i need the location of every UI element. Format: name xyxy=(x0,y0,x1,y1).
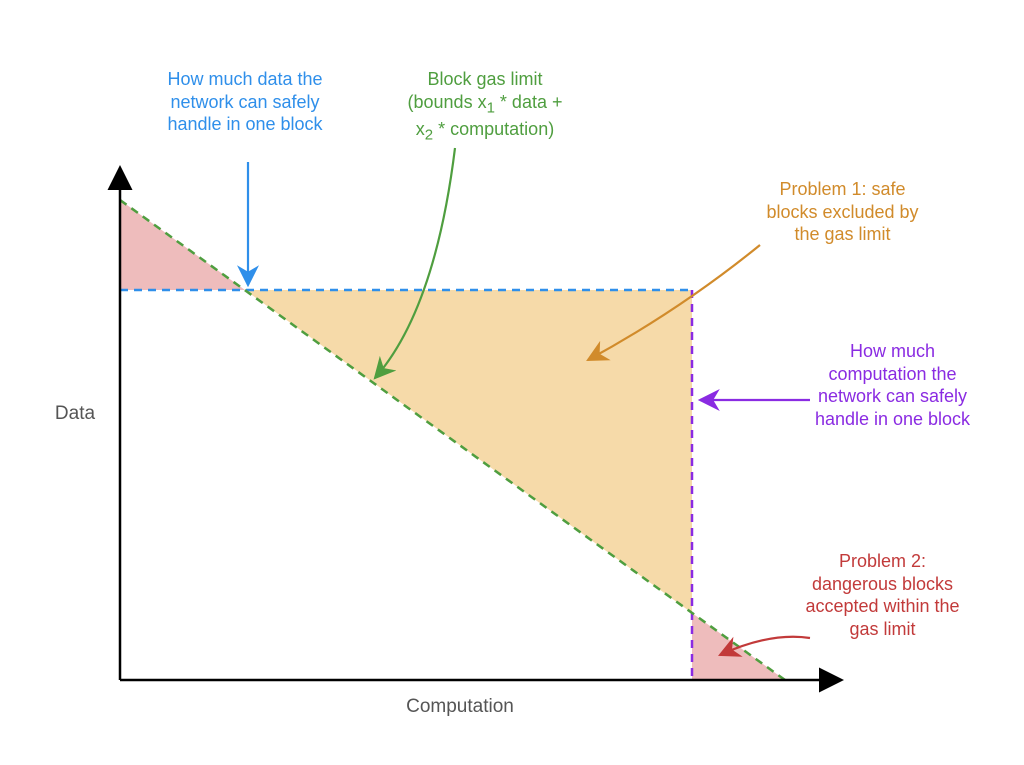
label-orange: Problem 1: safe blocks excluded by the g… xyxy=(760,178,925,246)
x-axis-label: Computation xyxy=(400,695,520,719)
label-blue: How much data the network can safely han… xyxy=(150,68,340,136)
label-green-sub1: 1 xyxy=(487,99,495,116)
label-green-line1: Block gas limit xyxy=(427,69,542,89)
label-green: Block gas limit (bounds x1 * data + x2 *… xyxy=(380,68,590,145)
y-axis-label: Data xyxy=(45,402,105,426)
label-purple: How much computation the network can saf… xyxy=(810,340,975,430)
label-green-line2a: (bounds x xyxy=(408,92,487,112)
diagram-container: Computation Data How much data the netwo… xyxy=(0,0,1024,765)
label-green-mid: * data + xyxy=(495,92,563,112)
label-green-sub2: 2 xyxy=(425,126,433,143)
label-green-end: * computation) xyxy=(433,119,554,139)
label-green-line3a: x xyxy=(416,119,425,139)
label-red: Problem 2: dangerous blocks accepted wit… xyxy=(800,550,965,640)
